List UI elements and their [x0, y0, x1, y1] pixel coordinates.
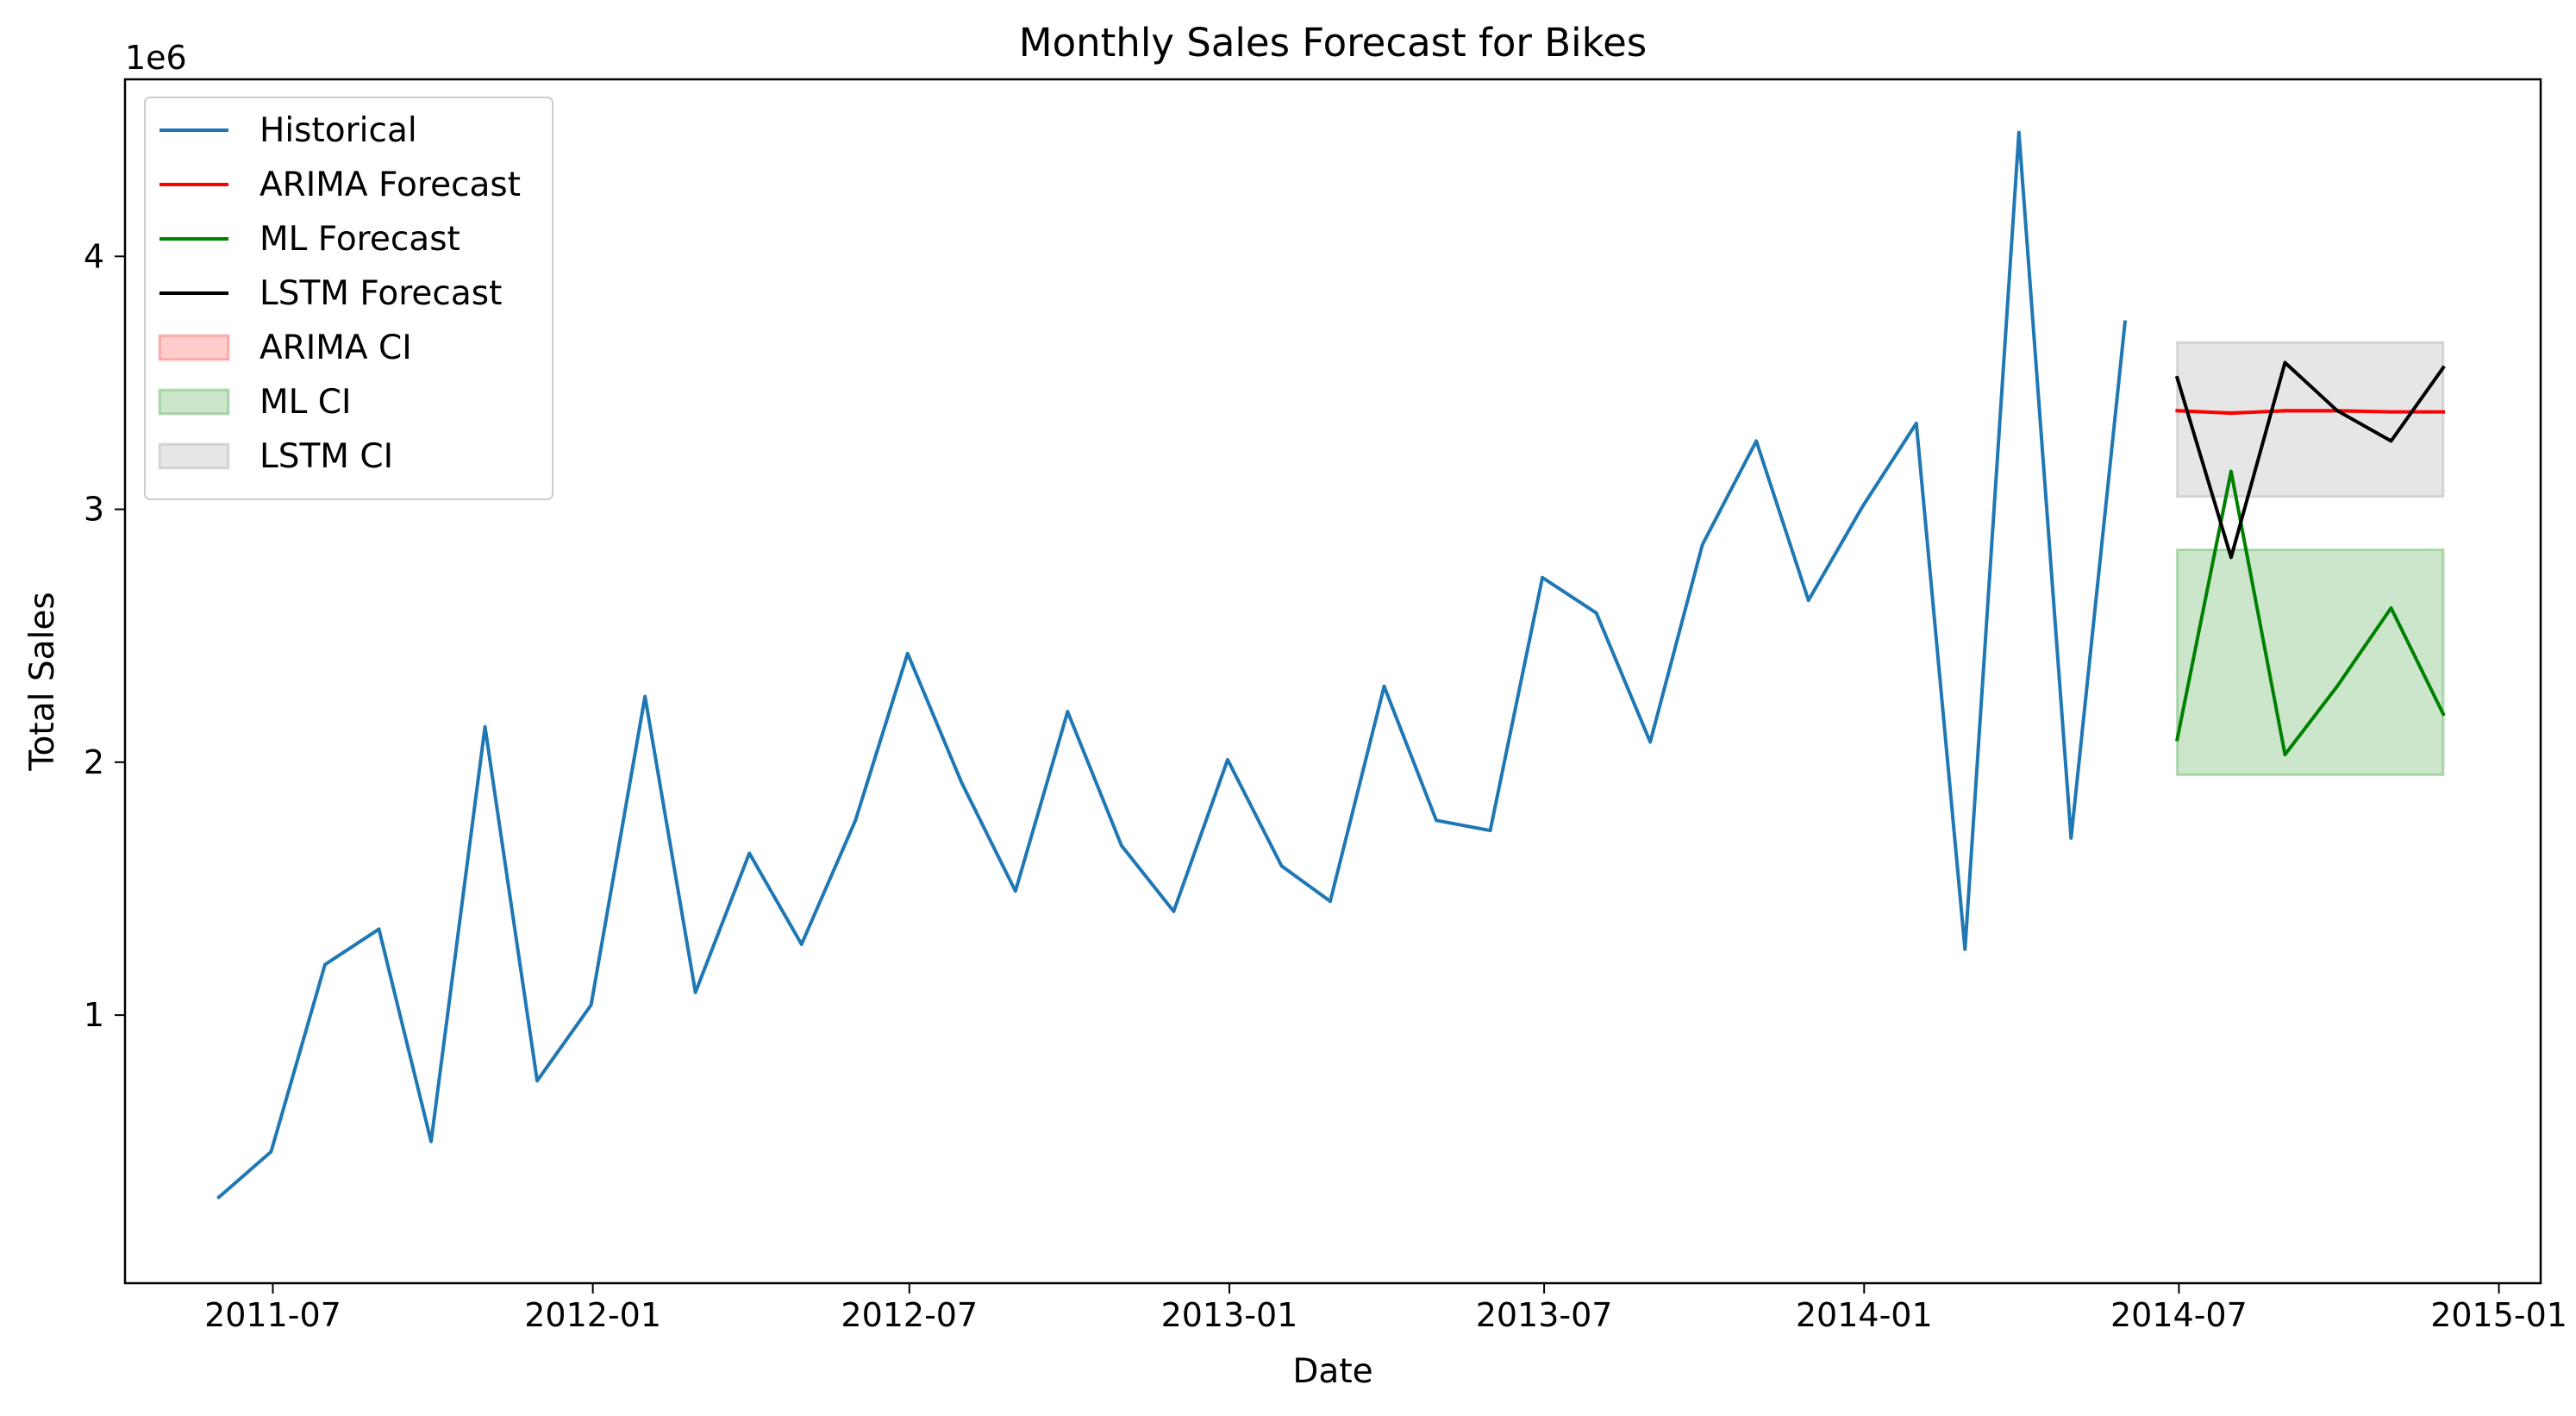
lstm-ci-band — [2177, 342, 2443, 497]
legend-label: LSTM Forecast — [259, 274, 502, 313]
y-tick-label: 3 — [84, 491, 104, 529]
legend-label: Historical — [259, 111, 417, 150]
legend-label: ARIMA Forecast — [259, 166, 521, 204]
legend-swatch — [159, 444, 228, 468]
x-tick-label: 2012-01 — [524, 1296, 661, 1334]
legend-label: ML CI — [259, 383, 352, 422]
legend-label: ARIMA CI — [259, 329, 412, 367]
legend-swatch — [159, 390, 228, 414]
x-tick-label: 2012-07 — [841, 1296, 978, 1334]
legend-label: ML Forecast — [259, 220, 460, 259]
x-tick-label: 2011-07 — [204, 1296, 341, 1334]
y-axis-label: Total Sales — [23, 592, 62, 771]
x-axis-label: Date — [1292, 1352, 1372, 1391]
confidence-bands — [2177, 342, 2443, 775]
ml-ci-band — [2177, 549, 2443, 774]
legend: Historical ARIMA Forecast ML Forecast LSTM … — [145, 97, 553, 499]
x-tick-label: 2014-07 — [2110, 1296, 2248, 1334]
y-tick-label: 1 — [84, 996, 104, 1034]
legend-label: LSTM CI — [259, 437, 393, 476]
x-tick-label: 2014-01 — [1796, 1296, 1933, 1334]
chart-title: Monthly Sales Forecast for Bikes — [1019, 20, 1647, 66]
y-tick-label: 2 — [84, 743, 104, 781]
legend-swatch — [159, 335, 228, 360]
y-axis-offset-label: 1e6 — [125, 39, 187, 77]
x-tick-label: 2013-01 — [1161, 1296, 1298, 1334]
x-tick-label: 2013-07 — [1476, 1296, 1613, 1334]
x-tick-label: 2015-01 — [2430, 1296, 2567, 1334]
y-tick-label: 4 — [84, 237, 104, 275]
